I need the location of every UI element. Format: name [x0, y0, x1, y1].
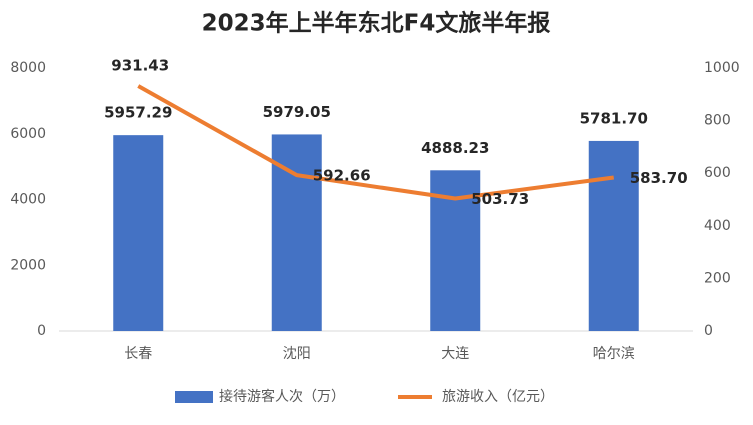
y2-tick-label: 0 — [704, 323, 713, 339]
data-label: 5957.29 — [104, 104, 172, 122]
y-tick-label: 6000 — [10, 126, 46, 142]
legend-label: 接待游客人次（万） — [219, 388, 345, 405]
data-label: 583.70 — [630, 169, 688, 187]
y2-tick-label: 1000 — [704, 60, 740, 76]
x-tick-label: 哈尔滨 — [593, 346, 635, 362]
data-label: 503.73 — [471, 190, 529, 208]
bar — [588, 140, 639, 331]
data-label: 5781.70 — [580, 109, 648, 127]
x-tick-label: 长春 — [124, 346, 152, 362]
y-tick-label: 4000 — [10, 192, 46, 208]
data-label: 592.66 — [313, 167, 371, 185]
bar — [113, 135, 164, 331]
legend-label: 旅游收入（亿元） — [442, 389, 554, 405]
line — [137, 84, 615, 201]
y-tick-label: 8000 — [10, 60, 46, 76]
y2-tick-label: 200 — [704, 270, 731, 286]
y2-tick-label: 400 — [704, 218, 731, 234]
x-tick-label: 大连 — [441, 346, 469, 362]
y2-tick-label: 600 — [704, 165, 731, 181]
y-tick-label: 2000 — [10, 257, 46, 273]
x-tick-label: 沈阳 — [283, 346, 311, 362]
y2-tick-label: 800 — [704, 113, 731, 129]
chart-title: 2023年上半年东北F4文旅半年报 — [202, 10, 551, 37]
y-tick-label: 0 — [37, 323, 46, 339]
data-label: 931.43 — [111, 57, 169, 75]
data-label: 4888.23 — [421, 139, 489, 157]
legend-swatch — [175, 391, 213, 403]
data-label: 5979.05 — [263, 103, 331, 121]
